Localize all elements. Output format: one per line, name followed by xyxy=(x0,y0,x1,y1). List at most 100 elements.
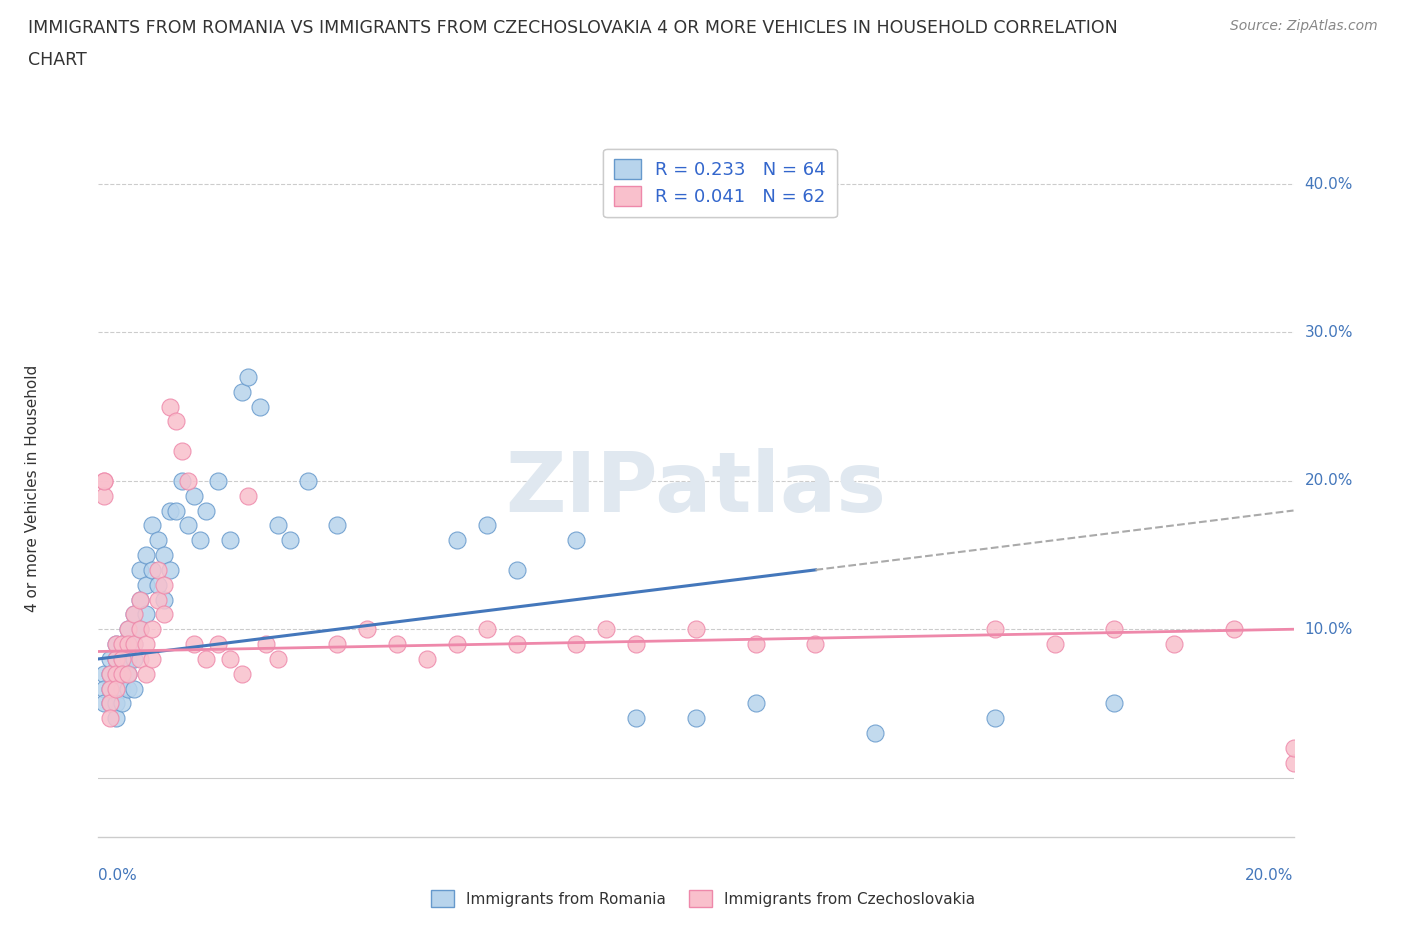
Point xyxy=(446,637,468,652)
Point xyxy=(865,725,887,740)
Point xyxy=(236,369,259,384)
Point xyxy=(219,533,242,548)
Point xyxy=(207,637,229,652)
Point xyxy=(153,592,176,607)
Point xyxy=(135,666,157,681)
Point xyxy=(183,637,205,652)
Point xyxy=(249,399,271,414)
Point xyxy=(105,711,128,725)
Point xyxy=(124,637,146,652)
Point xyxy=(105,652,128,667)
Point xyxy=(475,518,498,533)
Point xyxy=(231,384,253,399)
Point xyxy=(685,622,707,637)
Point xyxy=(135,578,157,592)
Point xyxy=(105,652,128,667)
Text: 40.0%: 40.0% xyxy=(1305,177,1353,192)
Point xyxy=(148,592,170,607)
Point xyxy=(624,711,647,725)
Point xyxy=(506,563,529,578)
Point xyxy=(93,681,115,696)
Point xyxy=(983,711,1005,725)
Point xyxy=(105,696,128,711)
Point xyxy=(267,652,290,667)
Point xyxy=(194,503,218,518)
Text: IMMIGRANTS FROM ROMANIA VS IMMIGRANTS FROM CZECHOSLOVAKIA 4 OR MORE VEHICLES IN : IMMIGRANTS FROM ROMANIA VS IMMIGRANTS FR… xyxy=(28,19,1118,36)
Point xyxy=(207,473,229,488)
Point xyxy=(117,652,139,667)
Point xyxy=(148,533,170,548)
Point xyxy=(172,444,194,458)
Point xyxy=(105,637,128,652)
Point xyxy=(153,548,176,563)
Point xyxy=(177,518,200,533)
Point xyxy=(624,637,647,652)
Point xyxy=(219,652,242,667)
Point xyxy=(105,666,128,681)
Text: 20.0%: 20.0% xyxy=(1246,868,1294,883)
Point xyxy=(111,652,134,667)
Point xyxy=(326,518,349,533)
Point xyxy=(1104,622,1126,637)
Text: 0.0%: 0.0% xyxy=(98,868,138,883)
Point xyxy=(745,696,768,711)
Point xyxy=(165,414,187,429)
Point xyxy=(267,518,290,533)
Point xyxy=(117,622,139,637)
Point xyxy=(565,637,588,652)
Point xyxy=(117,666,139,681)
Point xyxy=(595,622,617,637)
Point xyxy=(105,637,128,652)
Point xyxy=(111,637,134,652)
Point xyxy=(98,696,122,711)
Point xyxy=(124,637,146,652)
Text: 20.0%: 20.0% xyxy=(1305,473,1353,488)
Text: 10.0%: 10.0% xyxy=(1305,622,1353,637)
Point xyxy=(1043,637,1066,652)
Point xyxy=(1104,696,1126,711)
Point xyxy=(124,607,146,622)
Point xyxy=(105,681,128,696)
Point xyxy=(983,622,1005,637)
Point xyxy=(416,652,439,667)
Point xyxy=(135,637,157,652)
Point xyxy=(117,666,139,681)
Point xyxy=(1282,755,1305,770)
Point xyxy=(326,637,349,652)
Text: ZIPatlas: ZIPatlas xyxy=(506,447,886,529)
Text: Source: ZipAtlas.com: Source: ZipAtlas.com xyxy=(1230,19,1378,33)
Point xyxy=(685,711,707,725)
Text: 30.0%: 30.0% xyxy=(1305,325,1353,340)
Point xyxy=(278,533,301,548)
Point xyxy=(129,592,152,607)
Point xyxy=(111,666,134,681)
Point xyxy=(141,563,163,578)
Point xyxy=(188,533,211,548)
Point xyxy=(135,607,157,622)
Point xyxy=(98,666,122,681)
Point xyxy=(236,488,259,503)
Point xyxy=(297,473,319,488)
Point xyxy=(111,681,134,696)
Point xyxy=(194,652,218,667)
Point xyxy=(804,637,827,652)
Point xyxy=(141,652,163,667)
Point xyxy=(129,622,152,637)
Point xyxy=(129,652,152,667)
Point xyxy=(446,533,468,548)
Point xyxy=(159,503,181,518)
Point xyxy=(117,622,139,637)
Point xyxy=(153,578,176,592)
Point xyxy=(385,637,409,652)
Point xyxy=(153,607,176,622)
Point xyxy=(93,666,115,681)
Point xyxy=(111,696,134,711)
Point xyxy=(183,488,205,503)
Point xyxy=(93,473,115,488)
Point xyxy=(141,518,163,533)
Point xyxy=(172,473,194,488)
Point xyxy=(159,563,181,578)
Point xyxy=(98,696,122,711)
Point xyxy=(1163,637,1185,652)
Point xyxy=(98,681,122,696)
